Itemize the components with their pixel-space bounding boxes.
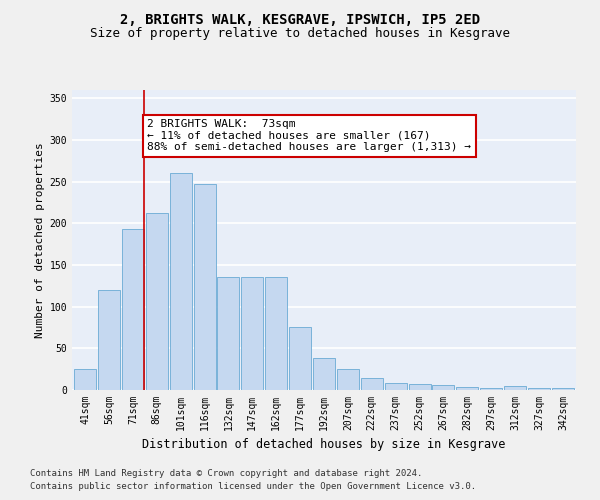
Bar bbox=[361, 378, 383, 390]
Bar bbox=[217, 276, 239, 390]
Text: Contains HM Land Registry data © Crown copyright and database right 2024.: Contains HM Land Registry data © Crown c… bbox=[30, 468, 422, 477]
Bar bbox=[337, 369, 359, 390]
Y-axis label: Number of detached properties: Number of detached properties bbox=[35, 142, 46, 338]
Bar bbox=[98, 290, 120, 390]
Bar bbox=[265, 276, 287, 390]
Text: 2, BRIGHTS WALK, KESGRAVE, IPSWICH, IP5 2ED: 2, BRIGHTS WALK, KESGRAVE, IPSWICH, IP5 … bbox=[120, 12, 480, 26]
Text: 2 BRIGHTS WALK:  73sqm
← 11% of detached houses are smaller (167)
88% of semi-de: 2 BRIGHTS WALK: 73sqm ← 11% of detached … bbox=[147, 119, 471, 152]
Bar bbox=[170, 174, 191, 390]
X-axis label: Distribution of detached houses by size in Kesgrave: Distribution of detached houses by size … bbox=[142, 438, 506, 452]
Bar bbox=[504, 386, 526, 390]
Text: Size of property relative to detached houses in Kesgrave: Size of property relative to detached ho… bbox=[90, 28, 510, 40]
Bar bbox=[552, 388, 574, 390]
Bar bbox=[528, 388, 550, 390]
Bar bbox=[146, 212, 168, 390]
Text: Contains public sector information licensed under the Open Government Licence v3: Contains public sector information licen… bbox=[30, 482, 476, 491]
Bar bbox=[409, 384, 431, 390]
Bar bbox=[480, 388, 502, 390]
Bar bbox=[385, 384, 407, 390]
Bar bbox=[74, 369, 96, 390]
Bar bbox=[241, 276, 263, 390]
Bar bbox=[457, 386, 478, 390]
Bar bbox=[289, 326, 311, 390]
Bar bbox=[122, 229, 144, 390]
Bar bbox=[433, 385, 454, 390]
Bar bbox=[194, 184, 215, 390]
Bar bbox=[313, 358, 335, 390]
